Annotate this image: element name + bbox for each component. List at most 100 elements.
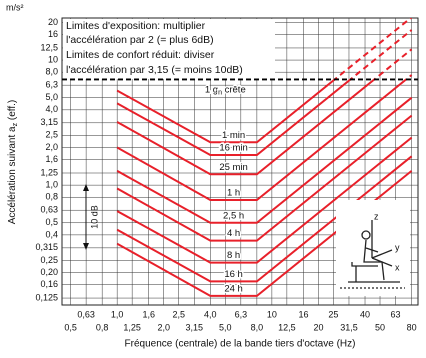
- icon-background: [336, 200, 410, 296]
- x-tick-label: 0,8: [96, 322, 109, 332]
- x-tick-label: 40: [360, 309, 370, 319]
- x-tick-label: 50: [375, 322, 385, 332]
- y-tick-label: 2,0: [45, 142, 58, 152]
- x-tick-label: 0,63: [77, 309, 95, 319]
- icon-axes: [371, 220, 393, 267]
- y-axis-title: Accélération suivant az (eff.): [7, 100, 19, 225]
- curve-solid-clip: [116, 79, 352, 156]
- curve: [116, 155, 413, 283]
- x-tick-label: 2,5: [172, 309, 185, 319]
- x-tick-label: 3,15: [185, 322, 203, 332]
- axis-letter: z: [374, 211, 379, 221]
- x-tick-label: 16: [298, 309, 308, 319]
- x-tick-label: 25: [328, 309, 338, 319]
- curve: [116, 79, 408, 201]
- threshold-label: 1 gn crête: [205, 84, 246, 96]
- y-tick-label: 1,6: [45, 154, 58, 164]
- x-tick-label: 20: [313, 322, 323, 332]
- curve-label: 1 min: [222, 130, 245, 141]
- curve-solid-clip: [116, 114, 413, 242]
- x-tick-label: 4,0: [204, 309, 217, 319]
- y-tick-label: 20: [48, 17, 58, 27]
- x-tick-label: 6,3: [235, 309, 248, 319]
- y-tick-label: 16: [48, 29, 58, 39]
- curve-solid-clip: [116, 136, 413, 264]
- y-tick-label: 3,15: [40, 117, 58, 127]
- db-arrows: [83, 184, 89, 250]
- y-title-text: Accélération suivant a: [7, 126, 18, 224]
- curve-solid-clip: [116, 96, 413, 224]
- y-tick-label: 1,0: [45, 180, 58, 190]
- note-line: l'accélération par 3,15 (= moins 10dB): [66, 64, 243, 76]
- curves: 1 min 16 min 25 min 1 h 2,5 h 4 h 8 h 16 h 24 h: [116, 18, 413, 297]
- curve-label: 24 h: [224, 283, 243, 294]
- x-tick-label: 12,5: [278, 322, 296, 332]
- curve: [116, 170, 413, 297]
- curve-label: 16 h: [224, 269, 243, 280]
- y-tick-label: 0,5: [45, 217, 58, 227]
- curve-solid-clip: [116, 170, 413, 297]
- curve: [116, 96, 413, 224]
- x-axis-title: Fréquence (centrale) de la bande tiers d…: [125, 339, 356, 350]
- curve-label: 4 h: [227, 228, 240, 239]
- icon-head: [361, 230, 371, 240]
- x-tick-label: 0,5: [64, 322, 77, 332]
- note-background: [63, 19, 275, 79]
- x-tick-label: 63: [391, 309, 401, 319]
- curve: [116, 114, 413, 242]
- y-tick-label: 0,315: [35, 242, 58, 252]
- y-tick-label: 4,0: [45, 104, 58, 114]
- y-tick-label: 0,16: [40, 279, 58, 289]
- threshold-sub: n: [218, 89, 222, 96]
- y-tick-label: 8,0: [45, 67, 58, 77]
- x-tick-label: 8,0: [251, 322, 264, 332]
- y-tick-label: 2,5: [45, 130, 58, 140]
- curve: [116, 79, 352, 156]
- y-tick-label: 0,125: [35, 292, 58, 302]
- curve-label: 25 min: [219, 162, 248, 173]
- curve-solid-clip: [116, 155, 413, 283]
- icon-seat: [348, 262, 400, 283]
- curve-label: 1 h: [227, 188, 240, 199]
- x-tick-label: 80: [407, 322, 417, 332]
- threshold-tail: crête: [222, 84, 246, 95]
- y-tick-label: 0,63: [40, 205, 58, 215]
- curve-label: 16 min: [219, 143, 248, 154]
- db-label: 10 dB: [89, 205, 99, 229]
- y-tick-label: 0,20: [40, 267, 58, 277]
- seated-person-icon: z y x: [336, 200, 410, 296]
- threshold-text: 1 g: [205, 84, 218, 95]
- curve: [116, 136, 413, 264]
- x-tick-label: 31,5: [340, 322, 358, 332]
- y-title-sub: z: [12, 122, 19, 126]
- curve-solid-clip: [116, 79, 408, 201]
- note-line: Limites de confort réduit: diviser: [66, 49, 215, 61]
- y-title-tail: (eff.): [7, 100, 18, 123]
- curve: [116, 79, 376, 176]
- y-tick-label: 0,25: [40, 255, 58, 265]
- note-line: l'accélération par 2 (= plus 6dB): [66, 34, 214, 46]
- x-tick-label: 2,0: [157, 322, 170, 332]
- x-tick-label: 1,25: [123, 322, 141, 332]
- y-tick-label: 12,5: [40, 42, 58, 52]
- y-tick-label: 10: [48, 54, 58, 64]
- x-tick-label: 1,6: [142, 309, 155, 319]
- curve-solid-clip: [116, 79, 376, 176]
- x-tick-label: 5,0: [219, 322, 232, 332]
- y-tick-label: 0,4: [45, 229, 58, 239]
- x-tick-label: 1,0: [111, 309, 124, 319]
- y-unit: m/s²: [6, 2, 24, 12]
- x-tick-label: 10: [267, 309, 277, 319]
- note-box: Limites d'exposition: multiplier l'accél…: [63, 19, 275, 79]
- y-tick-label: 0,8: [45, 192, 58, 202]
- note-line: Limites d'exposition: multiplier: [66, 20, 206, 32]
- y-tick-label: 6,3: [45, 80, 58, 90]
- y-tick-label: 1,25: [40, 167, 58, 177]
- axis-letter: y: [395, 242, 400, 252]
- db-annotation: 10 dB: [83, 184, 99, 250]
- curve-label: 2,5 h: [223, 210, 244, 221]
- curve-label: 8 h: [227, 250, 240, 261]
- y-tick-label: 5,0: [45, 92, 58, 102]
- axis-letter: x: [395, 262, 400, 272]
